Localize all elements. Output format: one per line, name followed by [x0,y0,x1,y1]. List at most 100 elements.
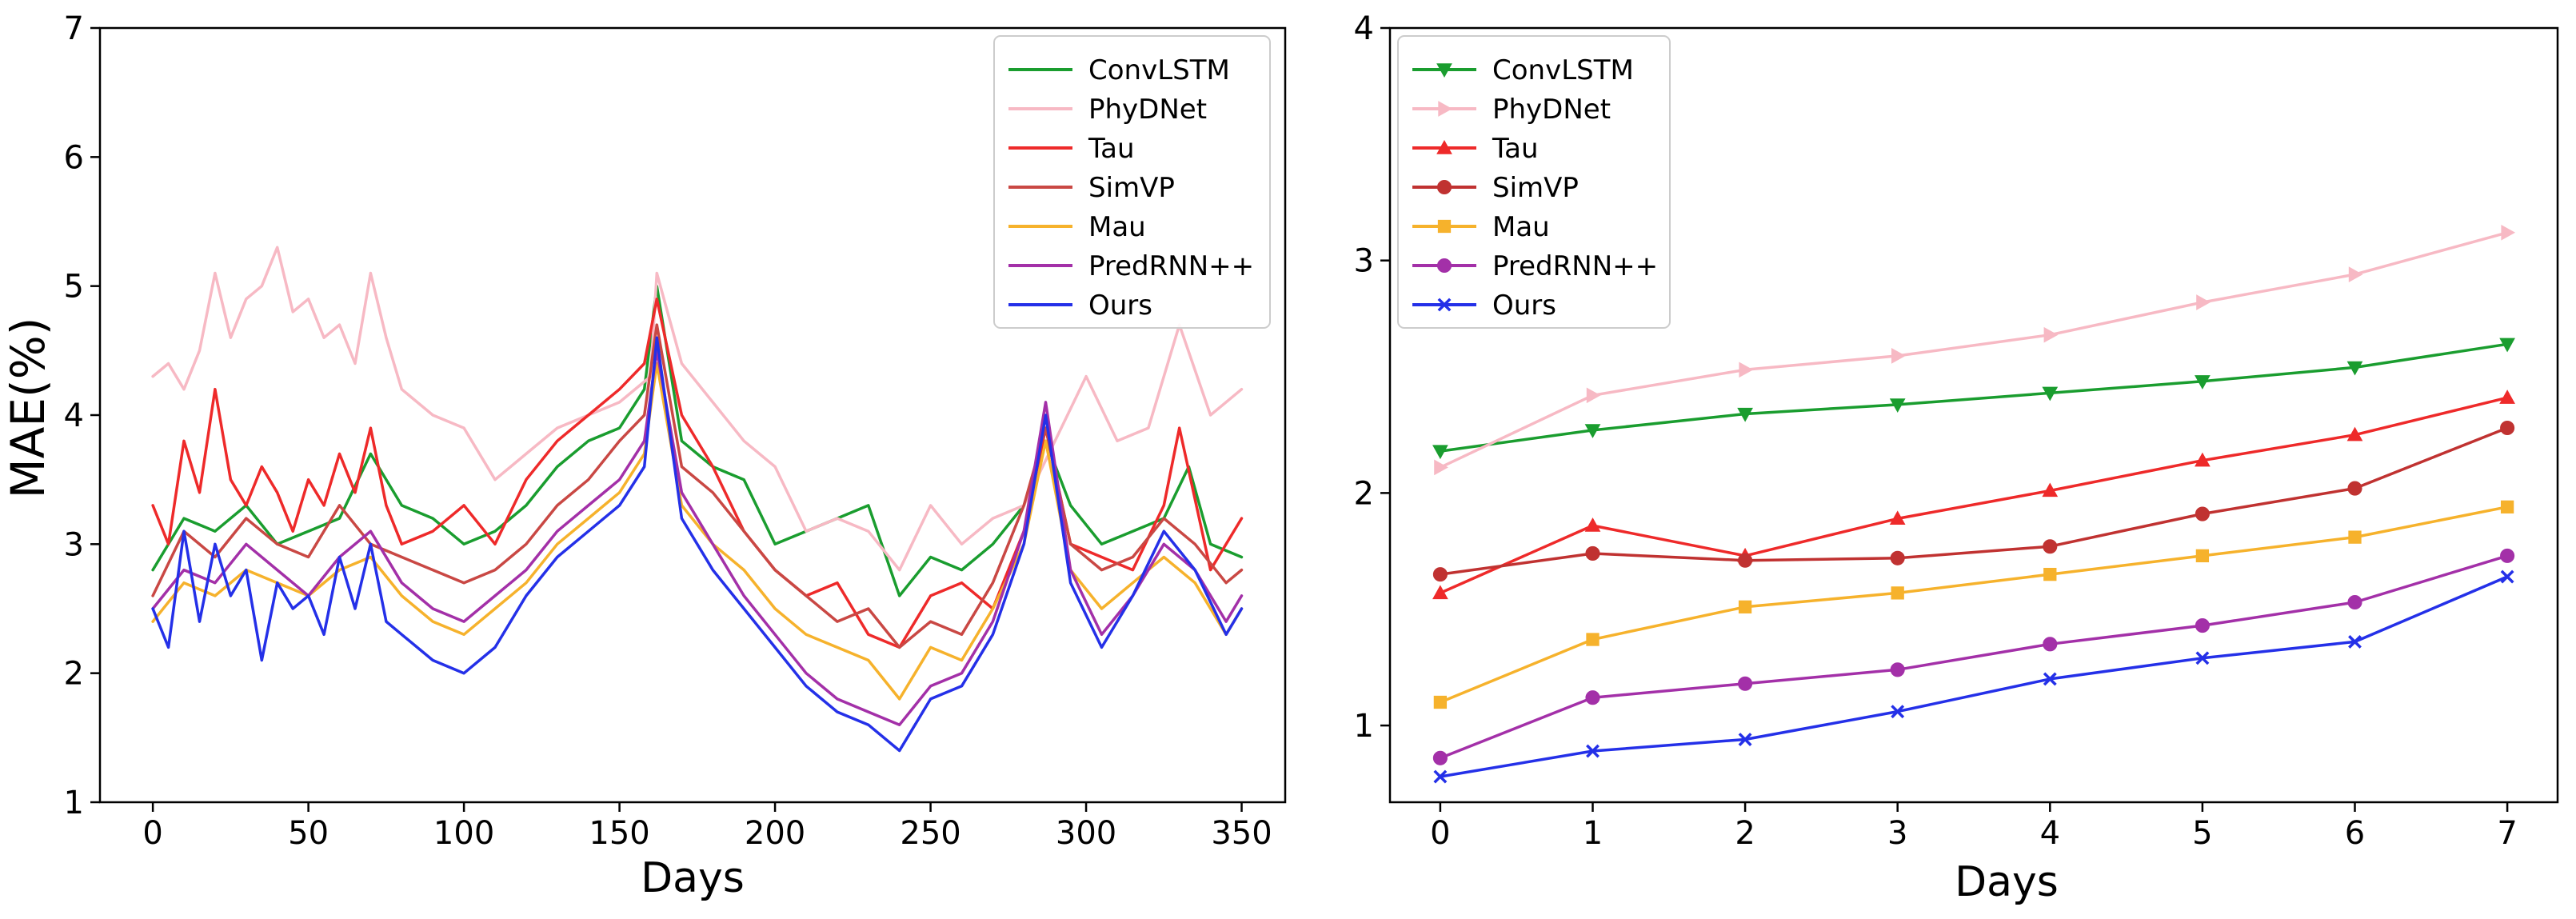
right-legend-label: SimVP [1492,172,1579,204]
right-data-point [2499,390,2515,404]
right-data-point [2499,338,2515,353]
left-legend-entry: ConvLSTM [1008,54,1230,86]
right-data-point [1891,586,1904,600]
right-legend-marker [1436,63,1452,78]
right-data-point [1586,633,1600,646]
right-legend: ConvLSTM PhyDNet Tau SimVP Mau PredRNN++ Ours [1397,35,1671,329]
left-y-tick-label: 4 [64,398,84,434]
left-legend-label: SimVP [1088,172,1175,204]
right-legend-marker [1438,101,1453,117]
right-legend-marker [1436,258,1452,274]
right-x-tick-label: 7 [2497,815,2517,852]
right-data-point [2347,481,2362,496]
right-data-point [1432,445,1448,460]
left-legend-label: PredRNN++ [1088,250,1254,282]
right-data-point [2195,375,2211,390]
right-data-point [1738,733,1752,746]
right-x-tick-label: 1 [1583,815,1603,852]
right-legend-entry: PhyDNet [1412,94,1611,126]
right-data-point [2043,672,2057,686]
right-data-point [1585,690,1600,705]
right-series-line-mau [1439,505,2509,704]
right-x-tick-label: 6 [2345,815,2365,852]
left-y-tick-label: 3 [64,526,84,563]
right-x-tick-label: 2 [1735,815,1755,852]
right-data-point [1739,362,1754,378]
left-chart-panel: MAE(%) Days 0 50 100 150 200 250 300 350 1 2 3 4 5 6 7… [1,10,1287,902]
left-y-tick-label: 2 [64,656,84,693]
right-data-point [2043,539,2058,554]
right-data-point [1737,407,1753,422]
right-data-point [1584,424,1601,438]
left-x-tick-label: 300 [1056,815,1116,852]
right-data-point [2348,530,2362,544]
right-data-point [1585,545,1600,561]
right-data-point [2043,326,2059,343]
right-data-point [1891,348,1906,364]
right-data-point [1432,585,1448,600]
left-y-tick-label: 7 [64,10,84,47]
left-x-tick-label: 0 [142,815,162,852]
right-legend-entry: Tau [1412,133,1539,165]
right-data-point [2042,386,2059,402]
left-y-tick-label: 6 [64,139,84,176]
right-data-point [2196,294,2211,310]
right-data-point [2500,420,2515,436]
right-data-point [2348,634,2362,649]
left-legend-label: ConvLSTM [1088,54,1230,86]
left-ylabel: MAE(%) [1,318,55,499]
right-series-line-tau [1439,396,2509,595]
right-legend-marker [1436,179,1452,195]
right-legend-label: Ours [1492,290,1556,322]
left-series-line-tau [151,298,1244,649]
left-legend-label: Ours [1088,290,1152,322]
right-data-point [1738,676,1753,691]
right-data-point [1889,510,1906,525]
left-series-line-ours [151,336,1244,753]
right-data-point [1738,600,1752,613]
right-data-point [1738,553,1753,568]
right-data-point [2500,548,2515,563]
left-legend-label: Mau [1088,211,1146,243]
right-data-point [1584,517,1601,532]
left-x-tick-label: 150 [589,815,649,852]
right-xlabel: Days [1955,858,2059,906]
right-data-point [1434,459,1448,476]
left-legend-label: PhyDNet [1088,94,1207,126]
right-legend-label: ConvLSTM [1492,54,1634,86]
right-data-point [2501,224,2516,241]
right-data-point [2500,500,2514,513]
left-legend-entry: SimVP [1008,172,1175,204]
right-series-line-phydnet [1439,231,2509,469]
right-legend-entry: SimVP [1412,172,1579,204]
right-data-point [2043,637,2058,652]
left-series-line-convlstm [151,284,1244,597]
right-data-point [2042,482,2059,497]
left-y-tick-label: 5 [64,269,84,306]
right-legend-label: Mau [1492,211,1550,243]
right-data-point [2346,426,2363,442]
left-x-tick-label: 250 [900,815,961,852]
right-data-point [1891,705,1905,719]
right-y-tick-label: 4 [1354,10,1374,47]
left-legend: ConvLSTM PhyDNet Tau SimVP Mau PredRNN++ Ours [993,35,1271,329]
right-series-line-convlstm [1439,342,2509,453]
right-data-point [2195,506,2210,521]
left-legend-entry: Ours [1008,290,1152,322]
right-legend-entry: ConvLSTM [1412,54,1634,86]
right-data-point [2346,361,2363,376]
right-data-point [1586,744,1600,758]
right-legend-marker [1437,298,1452,312]
right-data-point [1432,567,1448,582]
left-series-line-mau [151,362,1244,701]
right-data-point [1586,387,1601,404]
right-data-point [2347,594,2362,610]
left-series-line-predrnn- [151,349,1244,726]
left-x-tick-label: 350 [1211,815,1272,852]
right-series-line-simvp [1439,426,2509,576]
right-legend-entry: Ours [1412,290,1556,322]
left-x-tick-label: 100 [433,815,494,852]
right-x-tick-label: 3 [1887,815,1907,852]
right-data-point [2043,567,2057,581]
